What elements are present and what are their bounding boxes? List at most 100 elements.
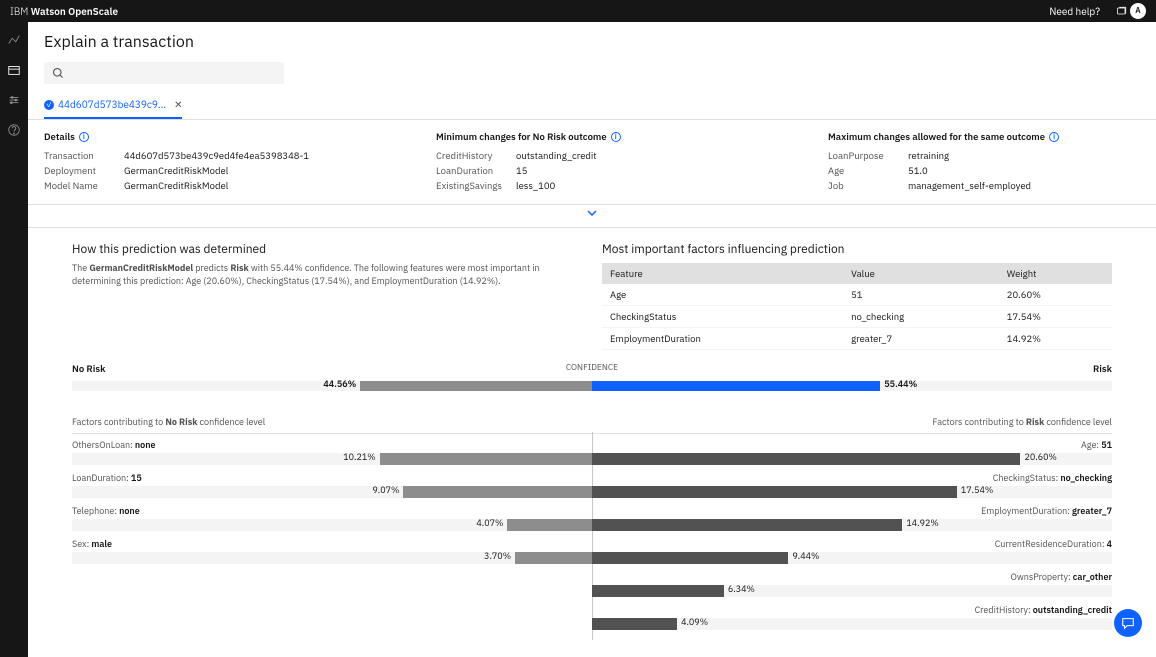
- table-cell: CheckingStatus: [602, 306, 843, 328]
- contrib-pct: 4.07%: [476, 518, 503, 529]
- side-nav: [0, 22, 28, 657]
- contrib-bar: [592, 486, 957, 498]
- important-factors-section: Most important factors influencing predi…: [602, 242, 1112, 350]
- min-changes-heading: Minimum changes for No Risk outcome: [436, 130, 607, 143]
- contrib-bar-row: 14.92%: [592, 519, 1112, 531]
- contrib-item: CurrentResidenceDuration: 49.44%: [592, 537, 1112, 564]
- kv-value: GermanCreditRiskModel: [124, 179, 228, 192]
- confidence-block: No Risk CONFIDENCE Risk 44.56% 55.44%: [28, 350, 1156, 391]
- confidence-center-label: CONFIDENCE: [566, 362, 618, 373]
- confidence-left-label: No Risk: [72, 362, 105, 375]
- kv-row: Model NameGermanCreditRiskModel: [44, 179, 356, 192]
- contrib-bar-row: 4.07%: [72, 519, 592, 531]
- contrib-label: OthersOnLoan: none: [72, 438, 592, 453]
- kv-value: 51.0: [908, 164, 928, 177]
- expand-chevron[interactable]: [28, 205, 1156, 228]
- contrib-pct: 20.60%: [1024, 452, 1056, 463]
- collaborate-icon[interactable]: [1114, 3, 1130, 19]
- kv-key: Transaction: [44, 149, 124, 162]
- nav-insights-icon[interactable]: [6, 32, 22, 48]
- top-bar: IBM Watson OpenScale Need help? A: [0, 0, 1156, 22]
- search-input-wrap[interactable]: [44, 62, 284, 84]
- info-icon[interactable]: i: [79, 132, 89, 142]
- page-title: Explain a transaction: [44, 32, 1140, 52]
- table-cell: Age: [602, 284, 843, 306]
- search-icon: [52, 67, 64, 79]
- table-cell: 14.92%: [999, 328, 1112, 350]
- table-header: Value: [843, 263, 999, 284]
- kv-key: ExistingSavings: [436, 179, 516, 192]
- kv-row: Jobmanagement_self-employed: [828, 179, 1140, 192]
- contrib-item: Age: 5120.60%: [592, 438, 1112, 465]
- contrib-bar-row: 3.70%: [72, 552, 592, 564]
- chevron-down-icon: [586, 209, 598, 217]
- kv-key: LoanDuration: [436, 164, 516, 177]
- table-header: Weight: [999, 263, 1112, 284]
- contrib-bar: [403, 486, 592, 498]
- nav-explain-icon[interactable]: [6, 62, 22, 78]
- kv-row: CreditHistoryoutstanding_credit: [436, 149, 748, 162]
- nav-config-icon[interactable]: [6, 92, 22, 108]
- contrib-pct: 3.70%: [484, 551, 511, 562]
- contrib-label: Age: 51: [592, 438, 1112, 453]
- transaction-tab[interactable]: ✓ 44d607d573be439c9... ✕: [44, 92, 182, 119]
- kv-key: Job: [828, 179, 908, 192]
- contrib-bar: [507, 519, 592, 531]
- details-panel: Details i Transaction44d607d573be439c9ed…: [28, 120, 1156, 205]
- contrib-bar: [592, 618, 677, 630]
- contrib-label: CreditHistory: outstanding_credit: [592, 603, 1112, 618]
- contrib-label: Telephone: none: [72, 504, 592, 519]
- contributions-area: OthersOnLoan: none10.21% LoanDuration: 15…: [28, 432, 1156, 650]
- info-icon[interactable]: i: [611, 132, 621, 142]
- kv-key: Age: [828, 164, 908, 177]
- contrib-item: OthersOnLoan: none10.21%: [72, 438, 592, 465]
- nav-help-icon[interactable]: [6, 122, 22, 138]
- table-cell: greater_7: [843, 328, 999, 350]
- contrib-item: CreditHistory: outstanding_credit4.09%: [592, 603, 1112, 630]
- kv-key: Deployment: [44, 164, 124, 177]
- search-input[interactable]: [70, 67, 276, 79]
- main-content: Explain a transaction ✓ 44d607d573be439c…: [28, 22, 1156, 657]
- contrib-pct: 14.92%: [906, 518, 938, 529]
- need-help-link[interactable]: Need help?: [1049, 5, 1100, 18]
- details-heading: Details: [44, 130, 75, 143]
- chat-fab[interactable]: [1114, 609, 1142, 637]
- contrib-item: OwnsProperty: car_other6.34%: [592, 570, 1112, 597]
- how-determined-title: How this prediction was determined: [72, 242, 582, 257]
- max-changes-col: Maximum changes allowed for the same out…: [828, 130, 1140, 194]
- confidence-bar: 44.56% 55.44%: [72, 381, 1112, 391]
- table-cell: 51: [843, 284, 999, 306]
- kv-row: LoanPurposeretraining: [828, 149, 1140, 162]
- kv-value: outstanding_credit: [516, 149, 597, 162]
- contrib-label: CurrentResidenceDuration: 4: [592, 537, 1112, 552]
- contrib-bar: [380, 453, 592, 465]
- brand-prefix: IBM: [10, 5, 31, 18]
- brand: IBM Watson OpenScale: [10, 5, 118, 18]
- factors-table: FeatureValueWeight Age5120.60%CheckingSt…: [602, 263, 1112, 350]
- info-icon[interactable]: i: [1049, 132, 1059, 142]
- kv-row: Transaction44d607d573be439c9ed4fe4ea5398…: [44, 149, 356, 162]
- contrib-bar-row: 6.34%: [592, 585, 1112, 597]
- tabs: ✓ 44d607d573be439c9... ✕: [28, 92, 1156, 120]
- kv-value: GermanCreditRiskModel: [124, 164, 228, 177]
- avatar[interactable]: A: [1130, 3, 1146, 19]
- contrib-item: Sex: male3.70%: [72, 537, 592, 564]
- contrib-heading-left: Factors contributing to No Risk confiden…: [72, 417, 265, 428]
- kv-key: LoanPurpose: [828, 149, 908, 162]
- contrib-item: LoanDuration: 159.07%: [72, 471, 592, 498]
- contrib-headings: Factors contributing to No Risk confiden…: [28, 397, 1156, 432]
- how-determined-section: How this prediction was determined The G…: [72, 242, 582, 350]
- confidence-right-label: Risk: [1093, 362, 1112, 375]
- confidence-right-pct: 55.44%: [884, 379, 917, 390]
- contrib-heading-right: Factors contributing to Risk confidence …: [933, 417, 1112, 428]
- close-icon[interactable]: ✕: [174, 98, 182, 111]
- contrib-label: OwnsProperty: car_other: [592, 570, 1112, 585]
- kv-key: CreditHistory: [436, 149, 516, 162]
- contrib-label: EmploymentDuration: greater_7: [592, 504, 1112, 519]
- contrib-item: EmploymentDuration: greater_714.92%: [592, 504, 1112, 531]
- contrib-bar-row: 4.09%: [592, 618, 1112, 630]
- contrib-bar: [592, 453, 1020, 465]
- contrib-label: CheckingStatus: no_checking: [592, 471, 1112, 486]
- contrib-pct: 10.21%: [343, 452, 375, 463]
- contrib-bar-row: 9.44%: [592, 552, 1112, 564]
